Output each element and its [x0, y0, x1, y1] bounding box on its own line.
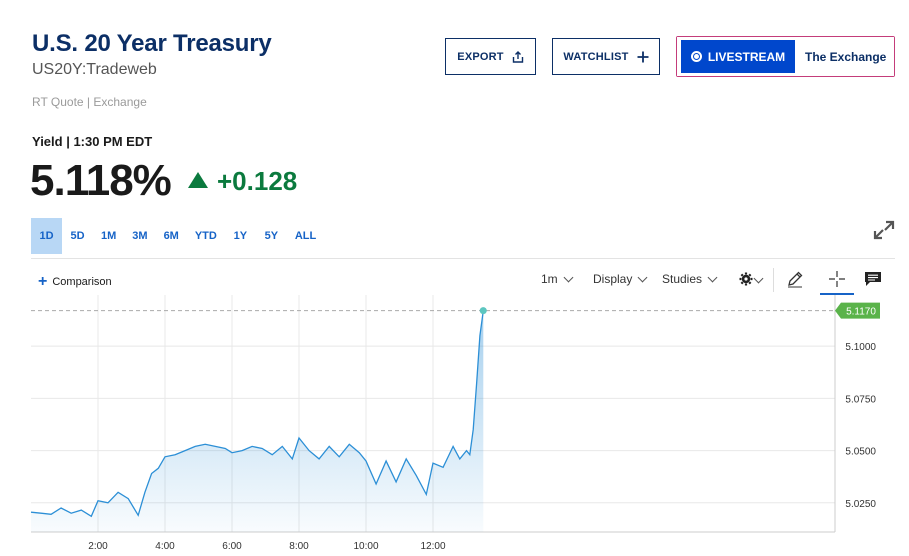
y-tick-label: 5.0750: [845, 394, 876, 405]
range-tab-6m[interactable]: 6M: [163, 230, 179, 242]
comparison-label: Comparison: [52, 276, 112, 288]
interval-label: 1m: [541, 272, 558, 286]
livestream-show-name[interactable]: The Exchange: [805, 49, 887, 64]
studies-label: Studies: [662, 272, 703, 286]
quote-source: RT Quote | Exchange: [32, 95, 147, 109]
comment-icon: [865, 272, 881, 286]
range-tab-ytd[interactable]: YTD: [194, 230, 217, 242]
livestream-label: LIVESTREAM: [707, 49, 786, 64]
last-value-label: 5.1170: [835, 302, 880, 319]
plus-icon: [637, 51, 649, 62]
active-tool-indicator: [820, 293, 854, 295]
comparison-button[interactable]: + Comparison: [38, 274, 112, 290]
settings-gear-icon: [739, 272, 753, 286]
x-tick-label: 2:00: [88, 541, 108, 552]
y-tick-label: 5.1000: [845, 342, 876, 353]
toolbar-divider: [773, 268, 774, 292]
page-title: U.S. 20 Year Treasury: [32, 30, 272, 57]
studies-dropdown[interactable]: Studies: [662, 272, 718, 286]
range-tab-all[interactable]: ALL: [294, 230, 317, 242]
last-value-text: 5.1170: [846, 307, 876, 318]
export-button[interactable]: EXPORT: [445, 38, 536, 75]
range-tab-1m[interactable]: 1M: [101, 230, 117, 242]
interval-dropdown[interactable]: 1m: [541, 272, 574, 286]
time-range-tabs: 1D 5D 1M 3M 6M YTD 1Y 5Y ALL: [31, 218, 324, 254]
range-tab-5y[interactable]: 5Y: [264, 230, 279, 242]
range-tab-1d[interactable]: 1D: [31, 218, 62, 254]
watchlist-label: WATCHLIST: [563, 50, 629, 63]
yield-area: [31, 310, 484, 532]
x-tick-label: 12:00: [420, 541, 445, 552]
live-radio-icon: [690, 51, 702, 62]
comment-button[interactable]: [862, 268, 884, 290]
symbol-label: US20Y:Tradeweb: [32, 61, 157, 78]
y-tick-label: 5.0500: [845, 447, 876, 458]
plus-icon: +: [38, 273, 48, 290]
divider: [31, 258, 895, 259]
draw-pencil-icon: [788, 271, 803, 288]
range-tab-3m[interactable]: 3M: [132, 230, 148, 242]
range-tab-5d[interactable]: 5D: [70, 230, 85, 242]
x-tick-label: 10:00: [353, 541, 378, 552]
crosshair-button[interactable]: [826, 268, 848, 290]
last-price: 5.118%: [30, 156, 172, 205]
display-label: Display: [593, 272, 633, 286]
x-tick-label: 6:00: [222, 541, 242, 552]
export-label: EXPORT: [457, 50, 504, 63]
x-tick-label: 8:00: [289, 541, 309, 552]
up-arrow-icon: [188, 172, 208, 188]
range-tab-1y[interactable]: 1Y: [233, 230, 248, 242]
expand-icon[interactable]: [871, 218, 897, 242]
display-dropdown[interactable]: Display: [593, 272, 648, 286]
share-icon: [512, 50, 523, 63]
yield-line: [30, 310, 484, 518]
yield-timestamp: Yield | 1:30 PM EDT: [32, 134, 153, 149]
watchlist-button[interactable]: WATCHLIST: [552, 38, 660, 75]
last-value-dot: [479, 307, 487, 315]
y-tick-label: 5.0250: [845, 499, 876, 510]
crosshair-icon: [829, 271, 845, 287]
draw-button[interactable]: [784, 268, 806, 290]
price-change: +0.128: [217, 166, 298, 196]
livestream-widget[interactable]: LIVESTREAM The Exchange: [676, 36, 895, 77]
x-tick-label: 4:00: [155, 541, 175, 552]
livestream-button[interactable]: LIVESTREAM: [681, 40, 795, 73]
settings-button[interactable]: [735, 268, 757, 290]
